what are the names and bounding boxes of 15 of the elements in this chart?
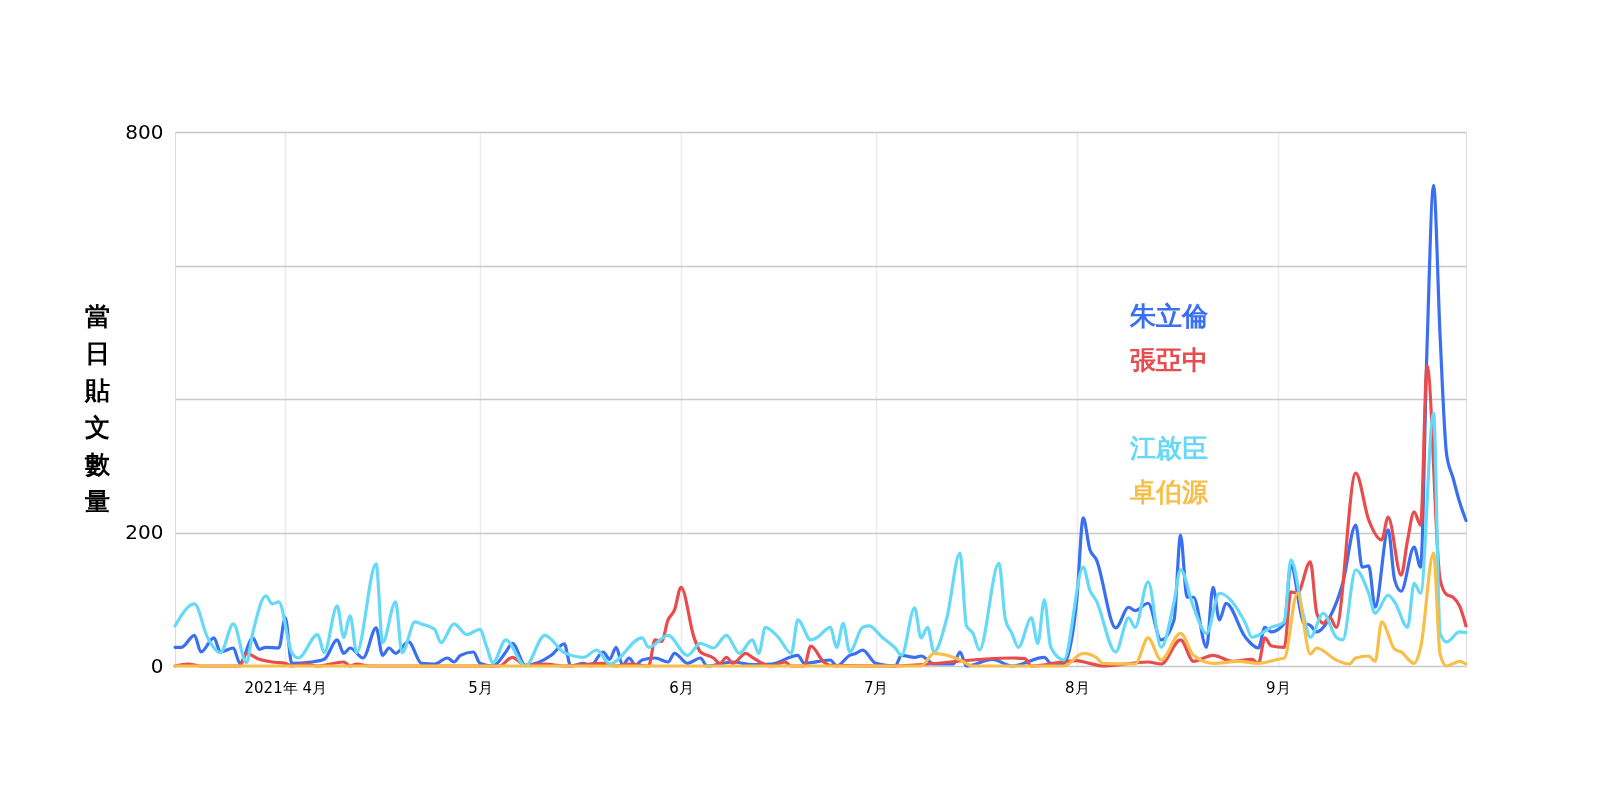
y-tick-label: 800 <box>125 119 164 144</box>
text: 張亞中 <box>1130 345 1208 375</box>
x-tick-label: 9月 <box>1266 678 1291 697</box>
y-tick-label: 200 <box>125 520 164 544</box>
text: 江啟臣 <box>1129 433 1208 463</box>
text: 卓伯源 <box>1129 477 1209 507</box>
x-tick-label: 8月 <box>1064 678 1090 697</box>
x-tick-label: 5月 <box>468 678 493 697</box>
line-series <box>173 551 1468 668</box>
text: 朱立倫 <box>1129 301 1209 331</box>
x-tick-label: 2021年 4月 <box>244 678 328 697</box>
x-tick-label: 7月 <box>863 678 889 697</box>
y-tick-label: 0 <box>150 653 164 678</box>
y-axis-title: 當日貼文數量 <box>84 301 111 516</box>
x-tick-label: 6月 <box>669 678 694 697</box>
